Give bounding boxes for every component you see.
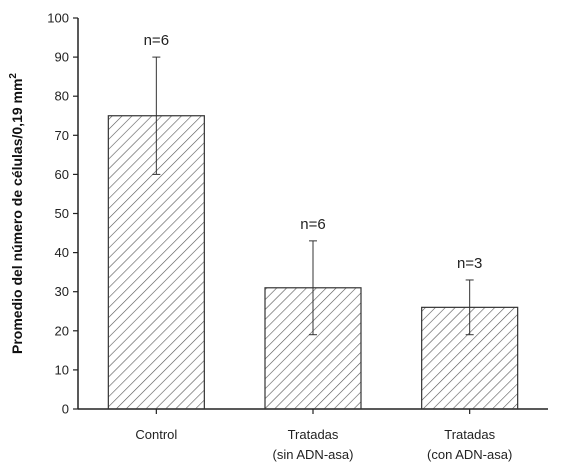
category-label-3: (con ADN-asa): [427, 447, 512, 462]
y-tick-label: 70: [55, 128, 69, 143]
y-axis-title: Promedio del número de células/0,19 mm2: [8, 73, 25, 354]
y-tick-label: 50: [55, 206, 69, 221]
category-label-2: (sin ADN-asa): [273, 447, 354, 462]
y-tick-label: 0: [62, 402, 69, 417]
sample-size-label-2: n=6: [300, 216, 325, 233]
y-tick-label: 60: [55, 167, 69, 182]
y-tick-label: 100: [47, 11, 69, 26]
y-tick-label: 40: [55, 245, 69, 260]
y-tick-label: 10: [55, 362, 69, 377]
y-axis-title-text: Promedio del número de células/0,19 mm2: [8, 73, 25, 354]
y-tick-label: 90: [55, 50, 69, 65]
y-tick-label: 80: [55, 89, 69, 104]
y-tick-label: 30: [55, 284, 69, 299]
plot-area: 0 10 20 30 40 50 60 70 80 90 100 n=6 Control n=6 Trata…: [47, 11, 548, 462]
category-label-1: Control: [135, 427, 177, 442]
sample-size-label-3: n=3: [457, 255, 482, 272]
y-tick-label: 20: [55, 323, 69, 338]
sample-size-label-1: n=6: [144, 32, 169, 49]
category-label-2: Tratadas: [288, 427, 339, 442]
category-label-3: Tratadas: [444, 427, 495, 442]
